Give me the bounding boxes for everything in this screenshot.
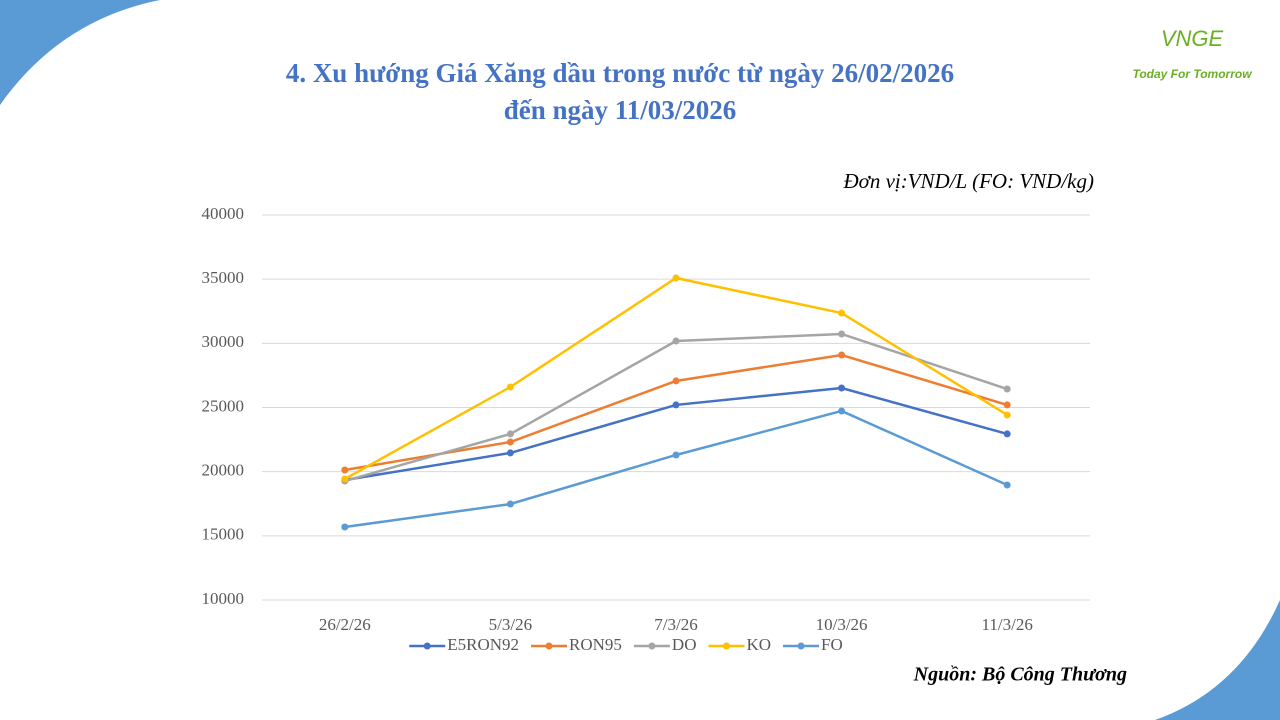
unit-label: Đơn vị:VND/L (FO: VND/kg) — [842, 169, 1094, 193]
data-point — [1003, 430, 1011, 438]
corner-decoration — [1155, 600, 1280, 720]
data-point — [341, 523, 349, 531]
data-point — [672, 274, 680, 282]
data-point — [838, 407, 846, 415]
legend-label: DO — [672, 635, 697, 654]
data-point — [672, 401, 680, 409]
data-point — [506, 438, 514, 446]
data-point — [672, 377, 680, 385]
legend-label: FO — [821, 635, 843, 654]
y-tick-label: 40000 — [202, 204, 245, 223]
y-tick-label: 25000 — [202, 396, 245, 415]
data-point — [1003, 401, 1011, 409]
x-tick-label: 7/3/26 — [654, 615, 697, 634]
y-tick-label: 10000 — [202, 589, 245, 608]
source-label: Nguồn: Bộ Công Thương — [913, 664, 1127, 686]
legend-item: KO — [708, 635, 771, 654]
data-point — [1003, 411, 1011, 419]
data-point — [672, 337, 680, 345]
data-point — [672, 451, 680, 459]
series-line — [344, 409, 1008, 529]
corner-decoration — [0, 0, 160, 105]
logo-mark: VNGE — [1161, 26, 1224, 51]
data-point — [838, 384, 846, 392]
legend-label: RON95 — [569, 635, 622, 654]
legend-item: DO — [633, 635, 697, 654]
legend-item: RON95 — [531, 635, 622, 654]
legend-swatch — [722, 642, 730, 650]
legend-label: E5RON92 — [447, 635, 519, 654]
data-point — [1003, 481, 1011, 489]
logo-tagline: Today For Tomorrow — [1132, 67, 1252, 81]
data-point — [506, 449, 514, 457]
x-tick-label: 11/3/26 — [982, 615, 1033, 634]
data-point — [838, 309, 846, 317]
data-point — [506, 383, 514, 391]
legend-label: KO — [746, 635, 771, 654]
y-tick-label: 30000 — [202, 332, 245, 351]
legend-swatch — [797, 642, 805, 650]
legend-swatch — [545, 642, 553, 650]
x-tick-label: 26/2/26 — [319, 615, 371, 634]
data-point — [838, 351, 846, 359]
data-point — [1003, 385, 1011, 393]
data-point — [341, 466, 349, 474]
y-tick-label: 35000 — [202, 268, 245, 287]
y-tick-label: 20000 — [202, 461, 245, 480]
legend-swatch — [423, 642, 431, 650]
chart-title: đến ngày 11/03/2026 — [504, 95, 737, 125]
data-point — [506, 430, 514, 438]
x-tick-label: 10/3/26 — [816, 615, 868, 634]
data-point — [341, 475, 349, 483]
x-tick-label: 5/3/26 — [489, 615, 532, 634]
legend-item: E5RON92 — [409, 635, 519, 654]
legend-item: FO — [783, 635, 843, 654]
legend-swatch — [648, 642, 656, 650]
chart-title: 4. Xu hướng Giá Xăng dầu trong nước từ n… — [286, 58, 954, 88]
y-tick-label: 15000 — [202, 525, 245, 544]
data-point — [838, 330, 846, 338]
data-point — [506, 500, 514, 508]
